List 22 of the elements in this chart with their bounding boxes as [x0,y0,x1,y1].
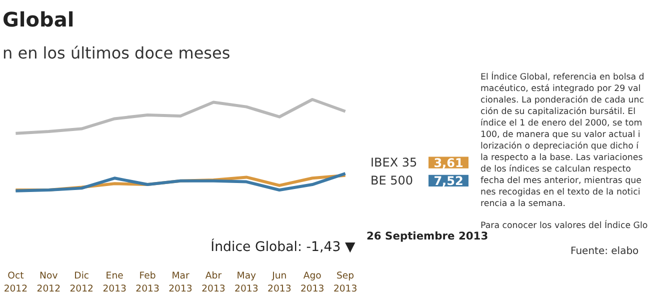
x-tick-label: Jun 2013 [268,270,292,295]
chart-subtitle: n en los últimos doce meses [2,44,230,62]
text: 7,52 [434,174,464,188]
x-tick-label: Nov 2012 [36,270,61,295]
text: El Índice Global, referencia en bolsa d macéutico, está integrado por 29 val cionales. La ponderación de cada unc ción de su capitalización bursátil. El índice el 1 de enero del 2000, se tom 100, de manera que su valor actual i lorización o depreciación que dicho í la respecto a la base. Las variaciones de los índices se calculan respecto fecha del mes anterior, mientras que nes recogidas en el texto de la notici rencia a la semana. [480,72,644,210]
text: 26 Septiembre 2013 [366,230,488,243]
x-tick-label: May 2013 [234,270,258,295]
text: 3,61 [434,156,464,170]
x-tick-label: Dic 2012 [70,270,94,295]
text: Índice Global: -1,43 ▼ [210,238,356,255]
legend-label: BE 500 [370,174,414,188]
x-tick-label: Ene 2013 [102,270,127,295]
source-note: Fuente: elabo [570,246,639,257]
x-tick-label: Mar 2013 [168,270,192,295]
legend-label: IBEX 35 [370,156,418,170]
x-tick-label: Oct 2012 [4,270,28,295]
text: Para conocer los valores del Índice Glo [480,219,648,232]
x-tick-label: Feb 2013 [136,270,160,295]
chart-title: Global [2,8,74,32]
x-tick-label: Ago 2013 [300,270,324,295]
x-tick-label: Abr 2013 [202,270,226,295]
x-tick-label: Sep 2013 [333,270,358,295]
